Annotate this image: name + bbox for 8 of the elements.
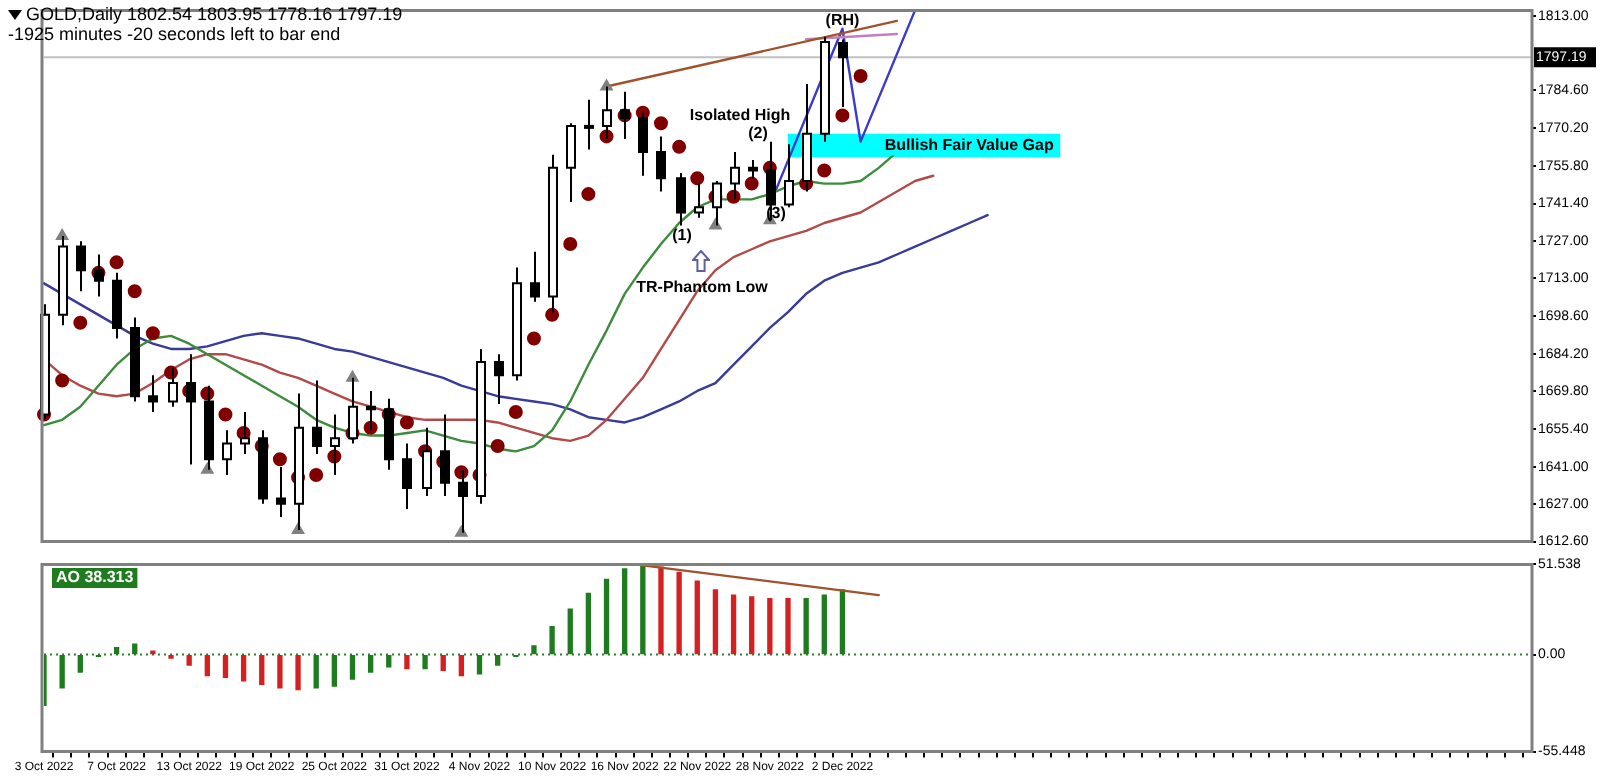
- text: -1925 minutes -20 seconds left to bar end: [8, 24, 341, 44]
- chart-title: GOLD,Daily 1802.54 1803.95 1778.16 1797.19: [26, 4, 403, 24]
- annotation: AO 38.313: [56, 568, 135, 587]
- band-label: Bullish Fair Value Gap: [884, 135, 1054, 154]
- annotation: Isolated High: [689, 106, 791, 125]
- annotation: (2): [748, 124, 769, 143]
- annotation: (RH): [825, 11, 860, 30]
- annotation: (1): [672, 226, 693, 245]
